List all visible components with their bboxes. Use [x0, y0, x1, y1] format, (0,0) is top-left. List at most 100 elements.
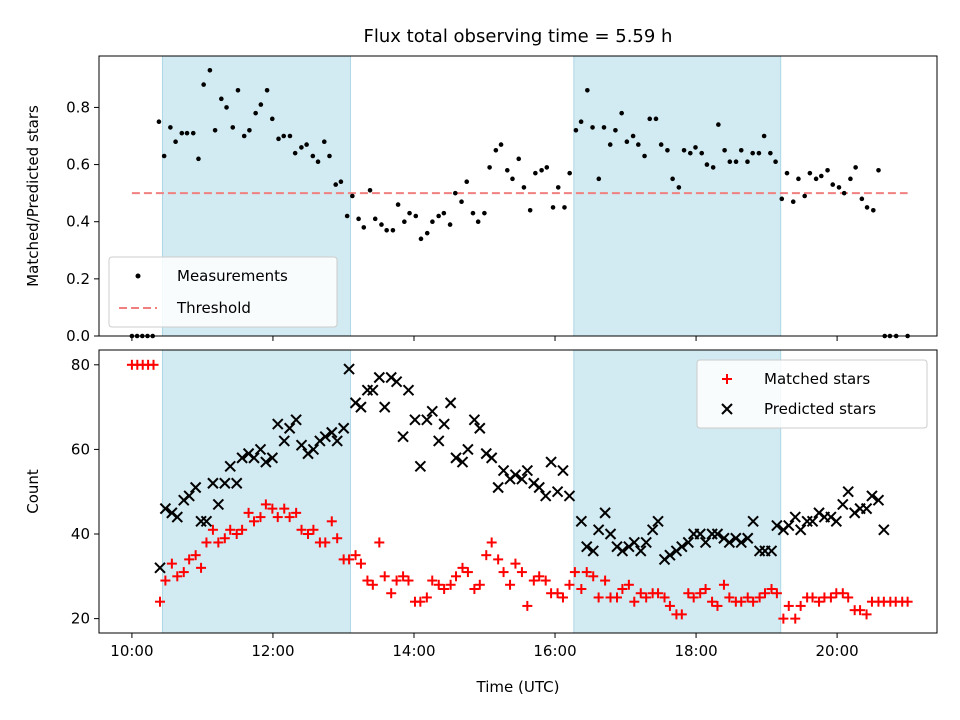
measurement-point [493, 147, 499, 153]
y-tick-label: 60 [71, 440, 90, 458]
top-legend-box [108, 256, 338, 328]
legend-matched-marker [722, 374, 732, 384]
predicted-star-point [794, 524, 807, 536]
predicted-star-point [433, 435, 445, 447]
predicted-star-point [682, 536, 695, 549]
y-tick-label: 0.6 [66, 156, 90, 174]
y-tick-label: 20 [71, 610, 90, 628]
measurement-point [464, 179, 470, 185]
measurement-point [601, 125, 607, 130]
x-tick-label: 18:00 [674, 642, 717, 660]
measurement-point [562, 205, 567, 210]
measurement-point [813, 176, 819, 182]
measurement-point [253, 110, 258, 116]
bottom-x-ticks: 10:00 12:00 14:00 16:00 18:00 20:00 [110, 633, 859, 660]
predicted-star-point [771, 519, 783, 532]
measurement-point [173, 139, 178, 145]
measurement-point [756, 150, 762, 156]
measurement-point [738, 147, 744, 153]
measurement-point [768, 150, 773, 156]
measurement-point [487, 165, 492, 170]
x-tick-label: 12:00 [251, 642, 294, 660]
predicted-star-point [450, 452, 462, 464]
measurement-point [790, 199, 796, 205]
predicted-star-point [545, 456, 557, 468]
predicted-star-point [409, 414, 421, 426]
measurement-point [727, 159, 733, 165]
measurement-point [722, 147, 727, 153]
measurement-point [459, 199, 464, 205]
measurement-point [207, 67, 213, 73]
predicted-star-point [236, 452, 248, 464]
predicted-star-point [414, 460, 427, 473]
predicted-star-point [842, 486, 854, 498]
measurement-point [539, 167, 544, 173]
predicted-star-point [747, 515, 759, 528]
predicted-star-point [575, 515, 588, 528]
measurement-point [395, 202, 401, 207]
predicted-star-point [207, 477, 219, 489]
predicted-star-point [628, 536, 640, 549]
top-shaded-spans [161, 55, 782, 337]
predicted-star-point [765, 545, 778, 557]
measurement-point [315, 159, 321, 165]
measurement-point [573, 127, 579, 133]
predicted-star-point [521, 464, 534, 477]
measurement-point [761, 133, 767, 139]
predicted-star-point [557, 464, 569, 477]
measurement-point [344, 213, 350, 219]
predicted-star-point [426, 405, 438, 418]
measurement-point [430, 219, 435, 225]
measurement-point [367, 187, 373, 193]
predicted-star-point [592, 524, 605, 536]
predicted-star-point [806, 515, 819, 528]
measurement-point [276, 136, 281, 142]
measurement-point [693, 145, 698, 150]
measurement-point [161, 153, 167, 159]
measurement-point [510, 176, 515, 182]
predicted-star-point [492, 481, 504, 494]
predicted-star-point [652, 515, 664, 528]
measurement-point [327, 153, 332, 159]
measurement-point [699, 150, 705, 156]
predicted-star-point [183, 490, 195, 502]
measurement-point [642, 153, 647, 159]
predicted-star-point [783, 519, 795, 532]
predicted-star-point [266, 452, 279, 464]
matched-stars-points [126, 359, 913, 624]
predicted-star-point [866, 490, 878, 502]
predicted-star-point [373, 371, 386, 384]
measurement-point [733, 159, 739, 165]
measurement-point [819, 173, 824, 179]
legend-measurements-label: Measurements [177, 267, 288, 285]
predicted-star-point [699, 536, 712, 549]
measurement-point [841, 190, 847, 196]
measurement-point [796, 176, 801, 182]
measurement-point [350, 193, 355, 199]
legend-predicted-symbol [721, 403, 733, 415]
measurement-point [630, 133, 636, 139]
predicted-star-point [599, 507, 611, 519]
measurement-point [527, 207, 533, 213]
measurement-point [676, 185, 682, 190]
measurement-point [356, 216, 361, 222]
measurement-point [264, 87, 270, 93]
measurement-point [504, 167, 510, 173]
predicted-star-point [326, 426, 338, 439]
measurement-point [475, 219, 481, 225]
predicted-star-point [402, 384, 415, 396]
measurement-point [379, 222, 384, 227]
predicted-star-point [533, 481, 545, 494]
measurement-point [521, 185, 527, 190]
predicted-star-point [367, 384, 379, 396]
measurement-point [836, 185, 842, 190]
measurement-point [452, 190, 458, 196]
predicted-star-point [468, 414, 481, 426]
predicted-star-point [516, 473, 528, 485]
shaded-span-2 [573, 55, 782, 337]
predicted-star-point [200, 515, 213, 528]
predicted-star-point [171, 511, 183, 523]
predicted-star-point [212, 498, 225, 511]
predicted-star-point [539, 490, 552, 502]
